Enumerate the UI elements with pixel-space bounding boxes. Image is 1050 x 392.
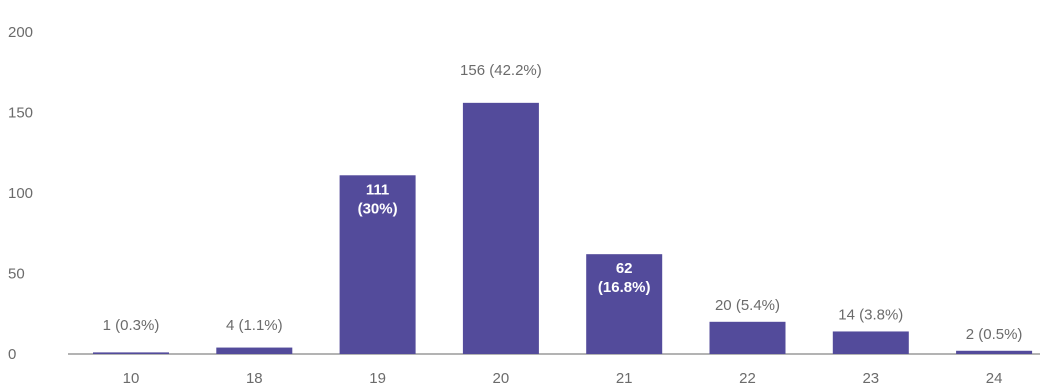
bar xyxy=(93,352,169,354)
x-axis-ticks: 10 18 19 20 21 22 23 24 xyxy=(123,370,1003,387)
y-tick-label: 100 xyxy=(8,185,33,202)
bar xyxy=(339,175,416,354)
x-tick-label: 19 xyxy=(369,370,386,387)
y-tick-label: 0 xyxy=(8,346,16,363)
data-label: 14 (3.8%) xyxy=(838,306,903,323)
x-tick-label: 22 xyxy=(739,370,756,387)
bars xyxy=(93,102,1033,354)
y-tick-label: 150 xyxy=(8,105,33,122)
x-tick-label: 20 xyxy=(493,370,510,387)
bar xyxy=(709,321,786,354)
x-tick-label: 10 xyxy=(123,370,140,387)
bar xyxy=(832,331,909,354)
bar xyxy=(956,350,1033,354)
y-tick-label: 200 xyxy=(8,24,33,41)
data-label: 2 (0.5%) xyxy=(966,326,1023,343)
x-tick-label: 23 xyxy=(862,370,879,387)
x-tick-label: 21 xyxy=(616,370,633,387)
bar xyxy=(462,102,539,354)
data-labels: 1 (0.3%) 4 (1.1%) 111 (30%) 156 (42.2%) 62 (16… xyxy=(103,62,1023,343)
data-label: 111 (30%) xyxy=(358,181,398,217)
y-tick-label: 50 xyxy=(8,266,25,283)
data-label: 20 (5.4%) xyxy=(715,297,780,314)
data-label: 4 (1.1%) xyxy=(226,317,283,334)
y-axis-ticks: 0 50 100 150 200 xyxy=(8,24,33,363)
data-label: 1 (0.3%) xyxy=(103,317,160,334)
bar xyxy=(216,347,293,354)
data-label: 156 (42.2%) xyxy=(460,62,542,79)
x-tick-label: 18 xyxy=(246,370,263,387)
data-label: 62 (16.8%) xyxy=(598,260,651,296)
bar xyxy=(586,254,663,354)
x-tick-label: 24 xyxy=(986,370,1003,387)
